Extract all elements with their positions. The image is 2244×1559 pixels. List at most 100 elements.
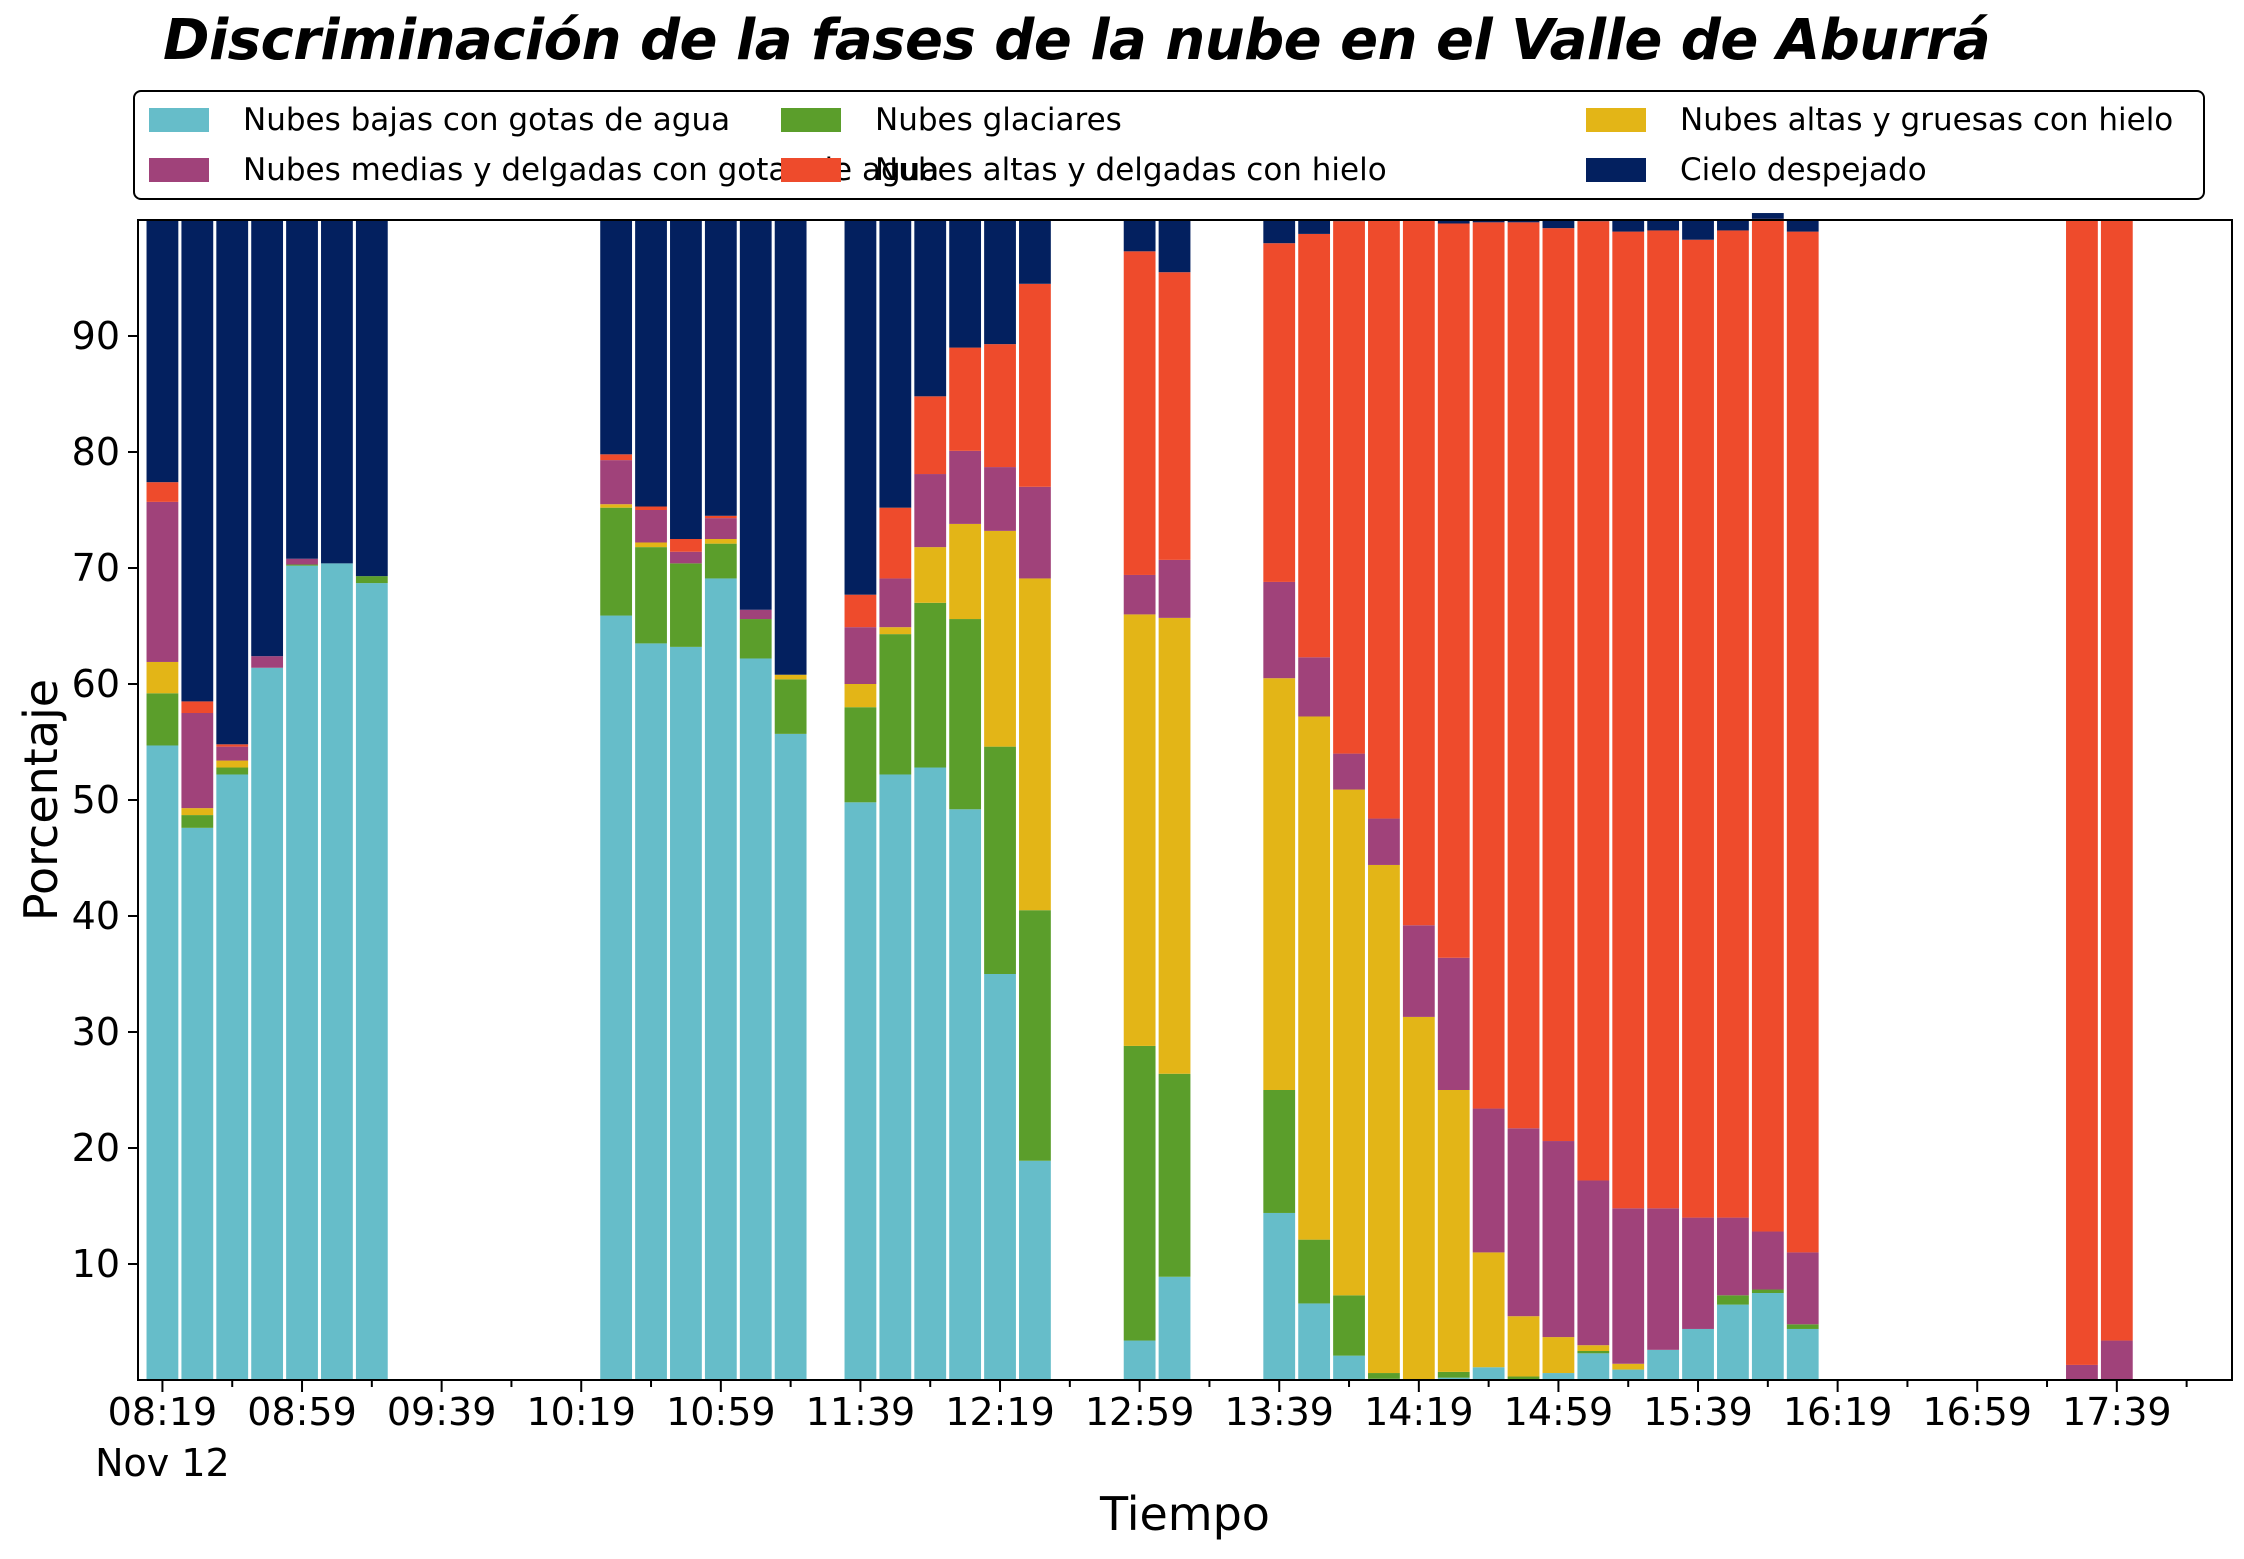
bar-segment-nubes-altas-y-delgadas-con-hielo: [2066, 220, 2098, 1365]
x-tick-label: 10:59: [666, 1390, 776, 1434]
bar-segment-nubes-altas-y-delgadas-con-hielo: [635, 506, 667, 510]
bar-segment-nubes-altas-y-gruesas-con-hielo: [1437, 1090, 1470, 1372]
bar-segment-nubes-altas-y-delgadas-con-hielo: [984, 344, 1016, 468]
bar-segment-nubes-altas-y-delgadas-con-hielo: [2100, 220, 2133, 1341]
bar-1039: [635, 220, 667, 1380]
bar-segment-nubes-altas-y-delgadas-con-hielo: [1123, 251, 1156, 575]
bar-segment-nubes-medias-y-delgadas-con-gotas-de-agua: [1717, 1217, 1749, 1296]
bar-segment-nubes-altas-y-gruesas-con-hielo: [844, 684, 877, 708]
bar-segment-nubes-altas-y-delgadas-con-hielo: [949, 347, 982, 451]
bar-1049: [670, 220, 702, 1380]
bar-segment-nubes-medias-y-delgadas-con-gotas-de-agua: [1472, 1108, 1505, 1253]
bar-segment-nubes-medias-y-delgadas-con-gotas-de-agua: [1263, 581, 1296, 679]
bar-segment-cielo-despejado: [914, 220, 947, 397]
bar-1349: [1298, 220, 1331, 1380]
bar-segment-nubes-medias-y-delgadas-con-gotas-de-agua: [1437, 957, 1470, 1090]
bar-1209: [949, 220, 982, 1380]
x-tick-label: 15:39: [1643, 1390, 1753, 1434]
bar-segment-nubes-medias-y-delgadas-con-gotas-de-agua: [216, 746, 249, 761]
bar-segment-nubes-glaciares: [774, 679, 807, 734]
bar-segment-nubes-medias-y-delgadas-con-gotas-de-agua: [1647, 1208, 1680, 1350]
bar-segment-nubes-glaciares: [914, 602, 947, 768]
bar-1119: [774, 220, 807, 1380]
bar-segment-cielo-despejado: [146, 220, 179, 483]
y-tick-label: 10: [72, 1242, 120, 1286]
bar-segment-nubes-medias-y-delgadas-con-gotas-de-agua: [1333, 753, 1365, 790]
bar-segment-nubes-medias-y-delgadas-con-gotas-de-agua: [146, 501, 179, 662]
bar-1109: [739, 220, 772, 1380]
bar-segment-nubes-glaciares: [1751, 1289, 1784, 1293]
bar-segment-nubes-altas-y-gruesas-con-hielo: [1333, 789, 1365, 1296]
bar-segment-cielo-despejado: [1158, 220, 1191, 273]
bar-1359: [1333, 220, 1365, 1380]
chart-title: Discriminación de la fases de la nube en…: [163, 8, 1991, 73]
bar-1259: [1123, 220, 1156, 1380]
bar-1729: [2066, 220, 2098, 1380]
bar-segment-nubes-bajas-con-gotas-de-agua: [949, 809, 982, 1380]
bar-segment-nubes-bajas-con-gotas-de-agua: [1647, 1349, 1680, 1380]
y-tick-label: 80: [72, 430, 120, 474]
bar-segment-nubes-glaciares: [1333, 1295, 1365, 1356]
bar-segment-nubes-bajas-con-gotas-de-agua: [216, 774, 249, 1380]
bar-segment-nubes-glaciares: [1786, 1324, 1819, 1329]
bar-segment-nubes-altas-y-gruesas-con-hielo: [600, 504, 633, 508]
bar-segment-nubes-medias-y-delgadas-con-gotas-de-agua: [1786, 1252, 1819, 1325]
bar-segment-nubes-medias-y-delgadas-con-gotas-de-agua: [670, 551, 702, 564]
bar-segment-nubes-altas-y-delgadas-con-hielo: [216, 744, 249, 747]
legend-item-nubes-altas-y-gruesas-con-hielo: Nubes altas y gruesas con hielo: [1586, 98, 2173, 142]
bar-segment-nubes-medias-y-delgadas-con-gotas-de-agua: [879, 578, 912, 628]
bar-segment-nubes-altas-y-gruesas-con-hielo: [704, 539, 737, 544]
bar-segment-cielo-despejado: [1717, 220, 1749, 231]
bar-segment-nubes-bajas-con-gotas-de-agua: [1298, 1303, 1331, 1380]
x-date-label: Nov 12: [95, 1441, 230, 1485]
bar-segment-nubes-bajas-con-gotas-de-agua: [1472, 1367, 1505, 1380]
legend-swatch: [1586, 108, 1646, 132]
x-tick-label: 17:39: [2062, 1390, 2172, 1434]
bar-segment-nubes-glaciares: [216, 767, 249, 775]
y-tick-label: 50: [72, 778, 120, 822]
bar-segment-nubes-medias-y-delgadas-con-gotas-de-agua: [914, 474, 947, 548]
bar-segment-nubes-bajas-con-gotas-de-agua: [1542, 1373, 1575, 1380]
bar-segment-cielo-despejado: [321, 220, 353, 564]
bar-segment-nubes-altas-y-gruesas-con-hielo: [216, 760, 249, 768]
bar-segment-nubes-medias-y-delgadas-con-gotas-de-agua: [1542, 1141, 1575, 1338]
bar-segment-nubes-medias-y-delgadas-con-gotas-de-agua: [1123, 574, 1156, 615]
bar-segment-nubes-glaciares: [1577, 1351, 1610, 1354]
legend-swatch: [149, 158, 209, 182]
bar-segment-nubes-medias-y-delgadas-con-gotas-de-agua: [286, 558, 318, 565]
bar-segment-nubes-medias-y-delgadas-con-gotas-de-agua: [949, 450, 982, 524]
bar-segment-nubes-medias-y-delgadas-con-gotas-de-agua: [1577, 1180, 1610, 1346]
bar-segment-nubes-glaciares: [1123, 1045, 1156, 1341]
bar-segment-nubes-altas-y-delgadas-con-hielo: [1402, 220, 1435, 926]
bar-segment-nubes-medias-y-delgadas-con-gotas-de-agua: [1402, 925, 1435, 1017]
bar-segment-nubes-medias-y-delgadas-con-gotas-de-agua: [1019, 486, 1051, 579]
bar-segment-nubes-glaciares: [1298, 1239, 1331, 1304]
bar-segment-nubes-glaciares: [635, 547, 667, 644]
bar-segment-nubes-glaciares: [1368, 1373, 1400, 1379]
bar-segment-nubes-bajas-con-gotas-de-agua: [774, 733, 807, 1380]
bar-segment-nubes-glaciares: [1158, 1073, 1191, 1277]
bar-segment-nubes-altas-y-delgadas-con-hielo: [1542, 228, 1575, 1142]
bar-segment-nubes-bajas-con-gotas-de-agua: [984, 974, 1016, 1380]
bar-segment-nubes-altas-y-gruesas-con-hielo: [984, 530, 1016, 747]
bar-segment-nubes-altas-y-delgadas-con-hielo: [844, 594, 877, 628]
x-tick-label: 14:59: [1504, 1390, 1614, 1434]
bar-segment-cielo-despejado: [1507, 220, 1540, 223]
bar-segment-cielo-despejado: [1263, 220, 1296, 244]
legend-label: Cielo despejado: [1680, 152, 1927, 188]
bar-segment-nubes-bajas-con-gotas-de-agua: [1577, 1353, 1610, 1380]
legend-swatch: [149, 108, 209, 132]
bar-segment-nubes-altas-y-gruesas-con-hielo: [635, 542, 667, 548]
bar-segment-cielo-despejado: [704, 220, 737, 516]
bar-segment-cielo-despejado: [879, 220, 912, 508]
bar-0819: [146, 220, 179, 1380]
bar-segment-nubes-medias-y-delgadas-con-gotas-de-agua: [2100, 1340, 2133, 1380]
bar-segment-nubes-altas-y-gruesas-con-hielo: [949, 523, 982, 620]
bar-segment-cielo-despejado: [1123, 220, 1156, 252]
bar-1509: [1577, 220, 1610, 1380]
bar-segment-nubes-glaciares: [286, 564, 318, 566]
legend-item-nubes-bajas-con-gotas-de-agua: Nubes bajas con gotas de agua: [149, 98, 730, 142]
bar-1139: [844, 220, 877, 1380]
bar-segment-nubes-bajas-con-gotas-de-agua: [251, 667, 284, 1380]
